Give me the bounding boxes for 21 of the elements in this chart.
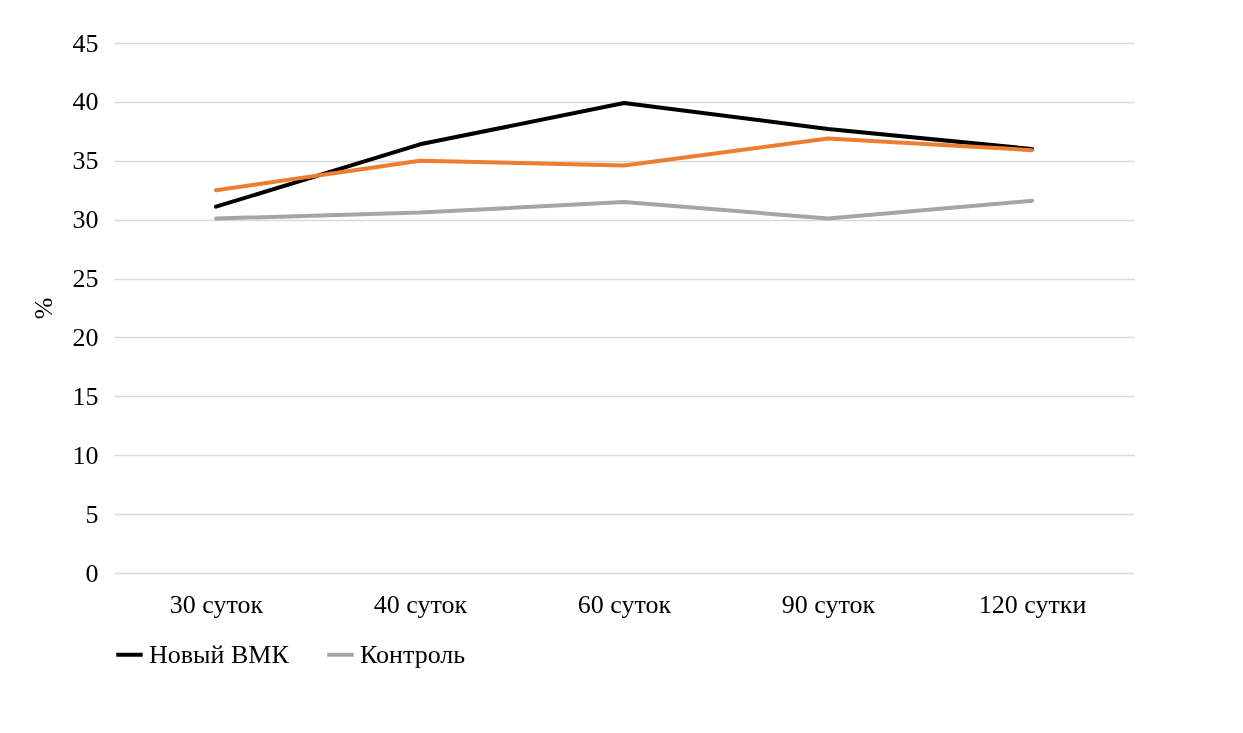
y-tick-label: 5 xyxy=(85,499,99,529)
y-axis-title: % xyxy=(28,297,58,320)
y-tick-label: 45 xyxy=(72,28,99,58)
y-tick-label: 25 xyxy=(72,264,99,294)
line-series xyxy=(214,101,1034,209)
line-series xyxy=(214,136,1034,193)
x-tick-label: 40 суток xyxy=(373,589,468,619)
x-tick-label: 30 суток xyxy=(169,589,264,619)
x-tick-label: 120 сутки xyxy=(978,589,1087,619)
y-tick-label: 0 xyxy=(85,558,99,588)
y-tick-label: 40 xyxy=(72,87,99,117)
y-tick-label: 35 xyxy=(72,146,99,176)
y-tick-label: 15 xyxy=(72,381,99,411)
legend-label: Новый ВМК xyxy=(149,639,290,669)
y-tick-label: 20 xyxy=(72,322,99,352)
x-tick-label: 90 суток xyxy=(781,589,876,619)
y-tick-label: 10 xyxy=(72,440,99,470)
x-tick-label: 60 суток xyxy=(577,589,672,619)
line-series xyxy=(214,198,1034,221)
y-tick-label: 30 xyxy=(72,205,99,235)
legend-label: Контроль xyxy=(360,639,466,669)
